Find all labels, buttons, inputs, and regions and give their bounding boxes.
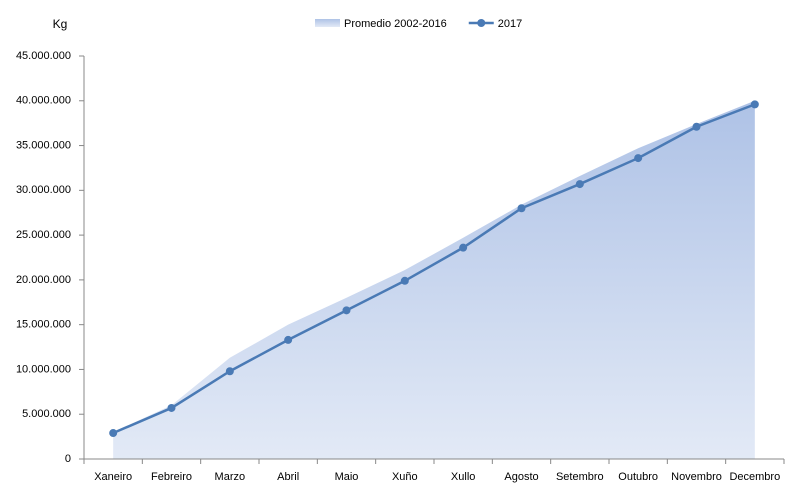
x-tick-label: Xuño xyxy=(392,471,418,483)
x-tick-label: Marzo xyxy=(215,471,246,483)
legend-label: Promedio 2002-2016 xyxy=(344,18,447,30)
legend-swatch xyxy=(477,19,486,27)
y-tick-label: 45.000.000 xyxy=(16,50,71,62)
marker xyxy=(692,122,701,131)
x-tick-label: Setembro xyxy=(556,471,604,483)
x-tick-label: Abril xyxy=(277,471,299,483)
marker xyxy=(167,403,176,412)
marker xyxy=(109,429,118,438)
marker xyxy=(634,154,643,163)
marker xyxy=(459,243,468,252)
line xyxy=(112,103,756,435)
marker xyxy=(400,276,409,285)
marker xyxy=(225,367,234,376)
x-tick-label: Decembro xyxy=(729,471,780,483)
y-tick-label: 0 xyxy=(65,453,71,465)
y-tick-label: 5.000.000 xyxy=(22,408,71,420)
x-tick-label: Outubro xyxy=(618,471,658,483)
marker xyxy=(342,306,351,315)
marker xyxy=(284,335,293,344)
x-tick-label: Xaneiro xyxy=(94,471,132,483)
x-tick-label: Novembro xyxy=(671,471,722,483)
y-tick-label: 20.000.000 xyxy=(16,274,71,286)
y-tick-label: 40.000.000 xyxy=(16,95,71,107)
legend-swatch xyxy=(315,19,340,27)
y-tick-label: 10.000.000 xyxy=(16,363,71,375)
y-axis-label: Kg xyxy=(53,17,68,31)
y-tick-label: 15.000.000 xyxy=(16,319,71,331)
x-tick-label: Xullo xyxy=(451,471,475,483)
marker xyxy=(750,100,759,109)
area xyxy=(113,100,755,460)
y-tick-label: 30.000.000 xyxy=(16,184,71,196)
legend-label: 2017 xyxy=(498,18,522,30)
marker xyxy=(575,180,584,189)
marker xyxy=(517,204,526,213)
x-tick-label: Agosto xyxy=(504,471,538,483)
x-tick-label: Maio xyxy=(335,471,359,483)
x-tick-label: Febreiro xyxy=(151,471,192,483)
y-tick-label: 25.000.000 xyxy=(16,229,71,241)
y-tick-label: 35.000.000 xyxy=(16,139,71,151)
